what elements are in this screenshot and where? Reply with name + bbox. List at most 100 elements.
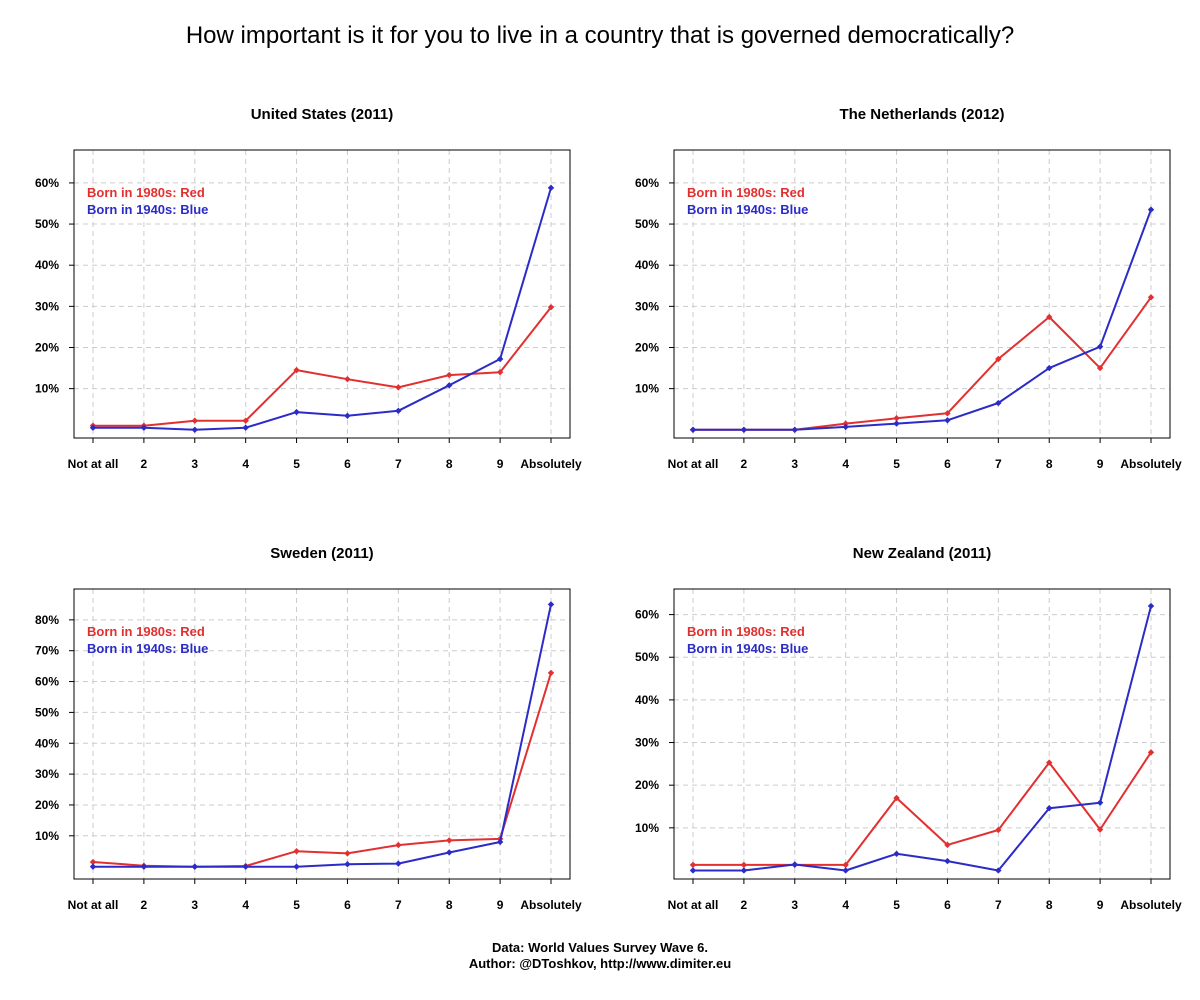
data-point-blue bbox=[944, 857, 951, 865]
y-tick-label: 30% bbox=[35, 767, 59, 781]
series-line-blue bbox=[93, 187, 552, 431]
x-tick-label: 5 bbox=[293, 898, 300, 912]
data-point-blue bbox=[893, 420, 900, 427]
data-point-red bbox=[242, 417, 249, 424]
data-point-blue bbox=[1046, 364, 1053, 372]
y-tick-label: 10% bbox=[35, 382, 59, 396]
x-tick-label: Absolutely bbox=[520, 898, 582, 912]
data-point-red bbox=[496, 368, 504, 376]
x-tick-label: 8 bbox=[1046, 898, 1053, 912]
x-tick-label: 3 bbox=[791, 457, 798, 471]
y-tick-label: 60% bbox=[635, 176, 659, 190]
y-tick-label: 30% bbox=[635, 299, 659, 313]
legend-blue: Born in 1940s: Blue bbox=[87, 641, 208, 656]
data-point-blue bbox=[395, 407, 402, 415]
data-point-red bbox=[842, 861, 849, 869]
legend-red: Born in 1980s: Red bbox=[87, 185, 205, 200]
data-point-red bbox=[344, 850, 351, 857]
series-line-blue bbox=[693, 209, 1152, 431]
data-point-blue bbox=[995, 867, 1002, 874]
data-point-red bbox=[191, 417, 198, 424]
y-tick-label: 60% bbox=[35, 675, 59, 689]
x-tick-label: Absolutely bbox=[1120, 457, 1182, 471]
data-point-blue bbox=[446, 849, 453, 856]
data-point-blue bbox=[1147, 602, 1155, 610]
legend-red: Born in 1980s: Red bbox=[687, 624, 805, 639]
data-point-red bbox=[293, 848, 300, 855]
panel-sweden: Sweden (2011) 10% 20% 30% 40% 50% 60% 70% 80% Not… bbox=[35, 545, 582, 912]
x-tick-label: 2 bbox=[141, 457, 148, 471]
x-tick-label: 7 bbox=[995, 898, 1002, 912]
data-point-red bbox=[689, 861, 697, 869]
y-tick-label: 50% bbox=[35, 217, 59, 231]
y-tick-label: 50% bbox=[635, 650, 659, 664]
x-tick-label: 9 bbox=[1097, 898, 1104, 912]
y-tick-label: 30% bbox=[35, 299, 59, 313]
x-tick-label: 3 bbox=[191, 898, 198, 912]
panel-the-netherlands: The Netherlands (2012) 10% 20% 30% 40% 50% 60%… bbox=[635, 106, 1182, 471]
plot-frame bbox=[673, 588, 1171, 880]
x-tick-label: 4 bbox=[842, 898, 849, 912]
chart-title: United States (2011) bbox=[251, 106, 394, 123]
data-point-red bbox=[446, 371, 453, 379]
plot-frame bbox=[673, 149, 1171, 439]
x-tick-label: Not at all bbox=[668, 457, 719, 471]
data-point-red bbox=[1096, 364, 1104, 372]
data-point-blue bbox=[242, 863, 249, 870]
panel-new-zealand: New Zealand (2011) 10% 20% 30% 40% 50% 60% Not … bbox=[635, 545, 1182, 912]
data-point-blue bbox=[89, 424, 97, 431]
data-point-red bbox=[740, 861, 748, 869]
data-point-red bbox=[995, 355, 1002, 363]
x-tick-label: 2 bbox=[741, 457, 748, 471]
legend-blue: Born in 1940s: Blue bbox=[87, 202, 208, 217]
footer-data-source: Data: World Values Survey Wave 6. bbox=[491, 940, 709, 955]
y-tick-label: 40% bbox=[635, 693, 659, 707]
x-tick-label: 8 bbox=[446, 898, 453, 912]
y-tick-label: 20% bbox=[35, 340, 59, 354]
data-point-red bbox=[893, 794, 900, 802]
x-tick-label: 6 bbox=[344, 898, 351, 912]
x-tick-label: 5 bbox=[893, 898, 900, 912]
data-point-blue bbox=[1096, 343, 1104, 350]
data-point-blue bbox=[1147, 206, 1155, 213]
y-tick-label: 20% bbox=[35, 798, 59, 812]
data-point-blue bbox=[140, 424, 148, 431]
chart-title: Sweden (2011) bbox=[270, 545, 373, 562]
data-point-red bbox=[446, 837, 453, 844]
data-point-red bbox=[1147, 294, 1155, 301]
data-point-blue bbox=[1046, 805, 1053, 812]
series-line-red bbox=[693, 296, 1152, 431]
data-point-blue bbox=[689, 426, 697, 433]
data-point-blue bbox=[344, 860, 351, 868]
series-line-red bbox=[93, 306, 552, 427]
data-point-blue bbox=[547, 601, 555, 608]
y-tick-label: 40% bbox=[35, 258, 59, 272]
y-tick-label: 10% bbox=[35, 829, 59, 843]
data-point-blue bbox=[395, 860, 402, 867]
data-point-blue bbox=[791, 426, 798, 433]
data-point-blue bbox=[191, 863, 198, 870]
data-point-red bbox=[395, 384, 402, 391]
data-point-red bbox=[89, 858, 97, 866]
data-point-red bbox=[995, 826, 1002, 834]
data-point-blue bbox=[547, 184, 555, 192]
y-tick-label: 10% bbox=[635, 821, 659, 835]
data-point-red bbox=[1096, 826, 1104, 833]
legend-red: Born in 1980s: Red bbox=[87, 624, 205, 639]
footer: Data: World Values Survey Wave 6. Author… bbox=[0, 940, 1200, 972]
x-tick-label: 4 bbox=[242, 457, 249, 471]
x-tick-label: 7 bbox=[395, 898, 402, 912]
x-tick-label: 5 bbox=[293, 457, 300, 471]
data-point-red bbox=[893, 415, 900, 422]
x-tick-label: 8 bbox=[1046, 457, 1053, 471]
x-tick-label: 3 bbox=[191, 457, 198, 471]
y-tick-label: 60% bbox=[635, 608, 659, 622]
data-point-red bbox=[1046, 313, 1053, 321]
data-point-blue bbox=[740, 867, 748, 874]
y-tick-label: 50% bbox=[635, 217, 659, 231]
data-point-blue bbox=[842, 423, 849, 431]
series-line-red bbox=[92, 672, 552, 868]
data-point-red bbox=[344, 375, 351, 383]
series-line-red bbox=[693, 751, 1152, 866]
x-tick-label: Not at all bbox=[68, 898, 119, 912]
